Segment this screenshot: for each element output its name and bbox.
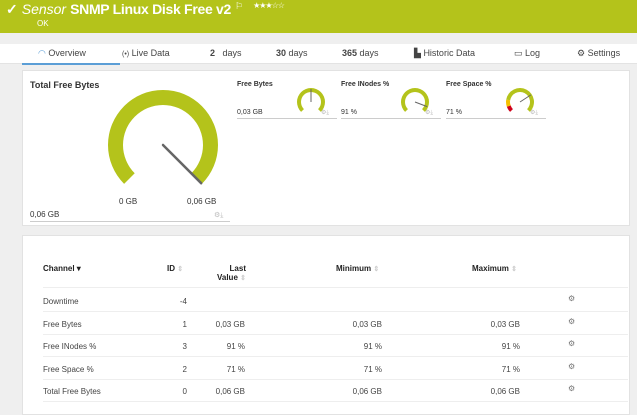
small-gauge-free-space: Free Space % 71 % ⚙⤓ (446, 81, 546, 119)
channel-settings-icon[interactable]: ⚙ (568, 384, 576, 393)
cell-id: 3 (182, 342, 187, 351)
sensor-label: Sensor (21, 1, 67, 17)
channel-settings-icon[interactable]: ⚙ (568, 361, 576, 371)
tab-settings[interactable]: ⚙ Settings (577, 48, 621, 58)
main-gauge-value: 0,06 GB (30, 210, 230, 222)
priority-stars[interactable]: ★★★☆☆ (253, 1, 285, 10)
col-maximum[interactable]: Maximum ⇕ (472, 264, 518, 273)
col-last-value[interactable]: Last Value ⇕ (216, 264, 246, 282)
gear-pin-icon[interactable]: ⚙⤓ (321, 110, 330, 116)
cell-channel[interactable]: Total Free Bytes (43, 387, 101, 396)
cell-max: 91 % (501, 342, 520, 351)
col-id[interactable]: ID ⇕ (167, 264, 184, 273)
gauge-arc (108, 90, 218, 184)
gauge-min-label: 0 GB (119, 197, 138, 206)
tab-historic-data[interactable]: ▙ Historic Data (414, 48, 475, 58)
cell-last: 91 % (226, 342, 245, 351)
cell-id: 1 (182, 319, 187, 329)
gauge-needle (161, 143, 203, 185)
small-gauge (297, 88, 325, 112)
tab-log[interactable]: ▭ Log (514, 48, 541, 58)
tab-live-data[interactable]: (•) Live Data (122, 48, 170, 58)
col-minimum[interactable]: Minimum ⇕ (336, 264, 380, 273)
tab-365-days[interactable]: 365 days (342, 48, 379, 58)
status-text: OK (37, 19, 49, 28)
tab-overview[interactable]: ◠ Overview (22, 48, 120, 65)
gear-icon: ⚙ (577, 48, 586, 58)
main-gauge-title: Total Free Bytes (30, 80, 100, 90)
gauge-arc (506, 88, 534, 112)
cell-max: 0,03 GB (490, 319, 520, 329)
cell-last: 0,03 GB (215, 319, 245, 329)
chart-icon: ▙ (414, 48, 421, 58)
table-row[interactable]: Downtime -4 ⚙ (43, 290, 628, 312)
col-channel[interactable]: Channel ▾ (43, 264, 81, 273)
channel-settings-icon[interactable]: ⚙ (568, 294, 576, 303)
gauge-needle (519, 94, 532, 103)
gauge-arc-yellow (506, 99, 511, 107)
cell-channel[interactable]: Free INodes % (43, 342, 97, 351)
gauge-arc-red (506, 105, 513, 112)
small-gauge-free-inodes: Free INodes % 91 % ⚙⤓ (341, 81, 441, 119)
gauge-arc (401, 88, 429, 112)
gauge-needle (414, 101, 428, 108)
table-row[interactable]: Free Space % 2 71 % 71 % 71 % ⚙ (43, 358, 628, 380)
cell-id: -4 (179, 297, 187, 306)
table-row[interactable]: Total Free Bytes 0 0,06 GB 0,06 GB 0,06 … (43, 380, 628, 402)
sensor-title: SNMP Linux Disk Free v2 (70, 1, 231, 17)
gear-pin-icon[interactable]: ⚙⤓ (530, 110, 539, 116)
gauge-max-label: 0,06 GB (187, 197, 217, 206)
cell-min: 0,03 GB (352, 319, 382, 329)
gear-pin-icon[interactable]: ⚙⤓ (214, 212, 224, 219)
channel-settings-icon[interactable]: ⚙ (568, 339, 576, 348)
channels-table (22, 235, 630, 415)
table-row[interactable]: Free INodes % 3 91 % 91 % 91 % ⚙ (43, 335, 628, 357)
cell-max: 71 % (501, 364, 520, 374)
cell-id: 0 (182, 387, 187, 396)
header-title-line: ✓ Sensor SNMP Linux Disk Free v2 ⚐ ★★★☆☆ (6, 1, 285, 18)
tab-30-days[interactable]: 30 days (276, 48, 308, 58)
cell-channel[interactable]: Free Bytes (43, 319, 82, 329)
cell-id: 2 (182, 364, 187, 374)
gauge-arc (297, 88, 325, 112)
log-icon: ▭ (514, 48, 523, 58)
cell-channel[interactable]: Free Space % (43, 364, 94, 374)
cell-channel[interactable]: Downtime (43, 297, 79, 306)
main-gauge (108, 90, 218, 185)
cell-min: 91 % (363, 342, 382, 351)
tab-bar: ◠ Overview (•) Live Data 2 days 30 days … (0, 44, 637, 65)
cell-min: 71 % (363, 364, 382, 374)
cell-last: 71 % (226, 364, 245, 374)
channel-settings-icon[interactable]: ⚙ (568, 316, 576, 326)
sensor-header: ✓ Sensor SNMP Linux Disk Free v2 ⚐ ★★★☆☆… (0, 0, 637, 33)
cell-last: 0,06 GB (215, 387, 245, 396)
table-row[interactable]: Free Bytes 1 0,03 GB 0,03 GB 0,03 GB ⚙ (43, 313, 628, 335)
cell-max: 0,06 GB (490, 387, 520, 396)
cell-min: 0,06 GB (352, 387, 382, 396)
small-gauge (401, 88, 429, 112)
flag-icon[interactable]: ⚐ (235, 1, 244, 11)
gauge-icon: ◠ (38, 48, 46, 58)
check-icon: ✓ (6, 1, 18, 17)
broadcast-icon: (•) (122, 51, 130, 58)
small-gauge (506, 88, 534, 112)
tab-2-days[interactable]: 2 days (210, 48, 242, 58)
gear-pin-icon[interactable]: ⚙⤓ (425, 110, 434, 116)
small-gauge-free-bytes: Free Bytes 0,03 GB ⚙⤓ (237, 81, 337, 119)
